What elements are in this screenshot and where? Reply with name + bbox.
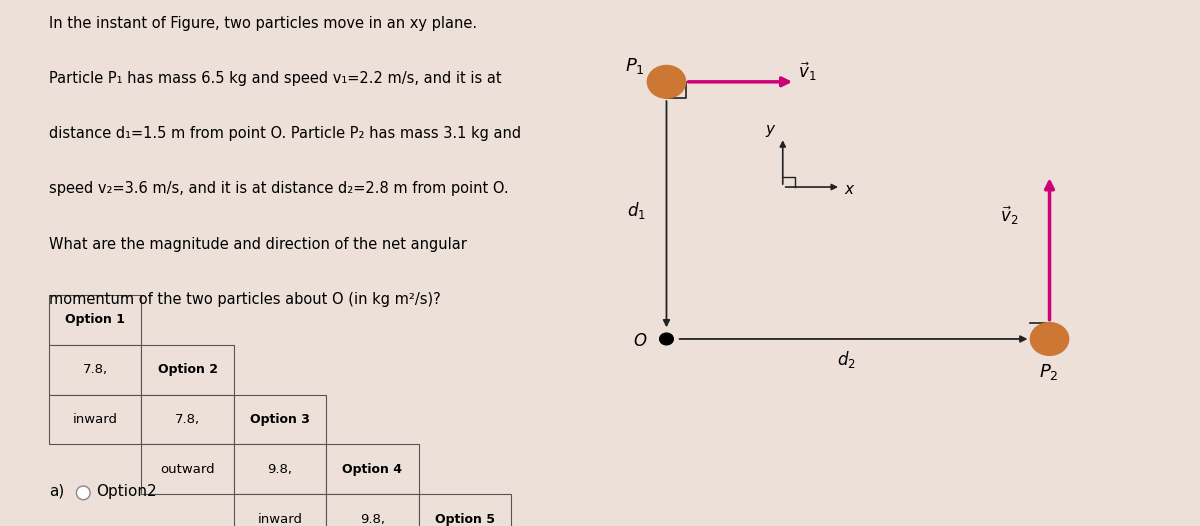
FancyBboxPatch shape [142, 444, 234, 494]
FancyBboxPatch shape [234, 494, 326, 526]
FancyBboxPatch shape [49, 394, 142, 444]
Text: 7.8,: 7.8, [175, 413, 200, 426]
Text: In the instant of Figure, two particles move in an xy plane.: In the instant of Figure, two particles … [49, 16, 478, 31]
Text: $\vec{v}_1$: $\vec{v}_1$ [798, 60, 817, 83]
Text: 9.8,: 9.8, [360, 513, 385, 526]
FancyBboxPatch shape [419, 494, 511, 526]
Text: O: O [634, 332, 647, 350]
Text: Option 3: Option 3 [250, 413, 310, 426]
Text: 9.8,: 9.8, [268, 463, 293, 476]
Text: Option 4: Option 4 [342, 463, 402, 476]
Text: inward: inward [258, 513, 302, 526]
Circle shape [77, 486, 90, 500]
FancyBboxPatch shape [234, 444, 326, 494]
Text: Option2: Option2 [96, 484, 157, 499]
Text: Option 2: Option 2 [157, 363, 217, 376]
Text: momentum of the two particles about O (in kg m²/s)?: momentum of the two particles about O (i… [49, 292, 440, 307]
Text: $P_2$: $P_2$ [1039, 362, 1058, 382]
Text: 7.8,: 7.8, [83, 363, 108, 376]
Text: y: y [766, 123, 775, 137]
Text: $d_1$: $d_1$ [626, 200, 646, 221]
Text: a): a) [49, 484, 65, 499]
Circle shape [660, 333, 673, 345]
FancyBboxPatch shape [234, 394, 326, 444]
Text: outward: outward [161, 463, 215, 476]
Text: Option 5: Option 5 [434, 513, 494, 526]
Text: $\vec{v}_2$: $\vec{v}_2$ [1001, 205, 1019, 227]
FancyBboxPatch shape [142, 394, 234, 444]
Text: inward: inward [73, 413, 118, 426]
FancyBboxPatch shape [326, 444, 419, 494]
Text: x: x [845, 183, 853, 197]
Text: $P_1$: $P_1$ [625, 56, 646, 76]
Text: $d_2$: $d_2$ [838, 349, 857, 370]
Circle shape [1031, 322, 1069, 356]
Text: distance d₁=1.5 m from point O. Particle P₂ has mass 3.1 kg and: distance d₁=1.5 m from point O. Particle… [49, 126, 521, 141]
Text: Option 1: Option 1 [65, 313, 125, 326]
Text: speed v₂=3.6 m/s, and it is at distance d₂=2.8 m from point O.: speed v₂=3.6 m/s, and it is at distance … [49, 181, 509, 197]
FancyBboxPatch shape [326, 494, 419, 526]
FancyBboxPatch shape [49, 295, 142, 345]
Text: Particle P₁ has mass 6.5 kg and speed v₁=2.2 m/s, and it is at: Particle P₁ has mass 6.5 kg and speed v₁… [49, 71, 502, 86]
Text: What are the magnitude and direction of the net angular: What are the magnitude and direction of … [49, 237, 467, 252]
Circle shape [647, 65, 685, 98]
FancyBboxPatch shape [142, 345, 234, 394]
FancyBboxPatch shape [49, 345, 142, 394]
